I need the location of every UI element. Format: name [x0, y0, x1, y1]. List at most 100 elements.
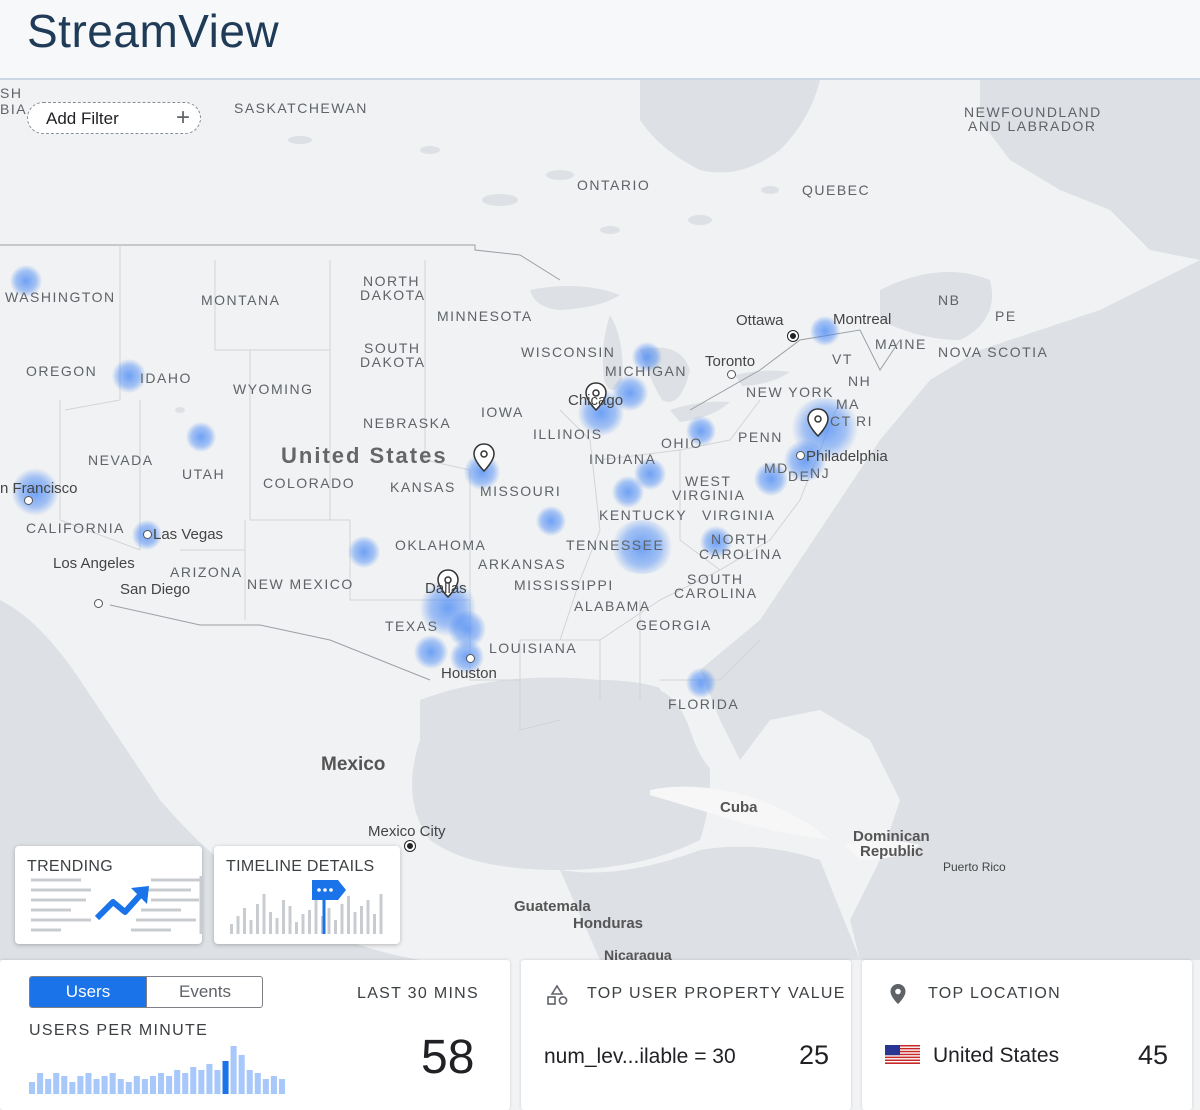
users-events-toggle[interactable]: Users Events [29, 976, 263, 1008]
map-label-west-virginia: WEST [685, 473, 732, 489]
map-label-md: MD [764, 460, 789, 476]
users-per-minute-bar[interactable] [61, 1076, 68, 1094]
users-per-minute-bar[interactable] [198, 1070, 205, 1094]
users-per-minute-bar[interactable] [238, 1055, 245, 1094]
heat-texas-3 [414, 635, 448, 669]
heat-washington [10, 265, 42, 297]
users-per-minute-bar[interactable] [85, 1073, 92, 1094]
location-pin-icon[interactable] [585, 382, 607, 412]
map-label-north-carolina: NORTH [711, 531, 769, 547]
heat-missouri-east [536, 506, 566, 536]
users-per-minute-bar[interactable] [230, 1046, 237, 1094]
map-label-north-carolina-2: CAROLINA [699, 546, 783, 562]
users-per-minute-bar[interactable] [125, 1082, 132, 1094]
map-label-california: CALIFORNIA [26, 520, 126, 536]
heat-montreal [810, 316, 840, 346]
top-location-panel [862, 960, 1192, 1110]
heat-michigan-2 [612, 375, 648, 411]
city-dot-las-vegas [143, 530, 152, 539]
heat-tennessee [610, 520, 674, 574]
map-label-mexico-city: Mexico City [368, 823, 446, 840]
users-per-minute-bar[interactable] [182, 1073, 189, 1094]
city-dot-ottawa [788, 331, 798, 341]
us-flag-icon [885, 1045, 920, 1064]
users-per-minute-bar[interactable] [141, 1079, 148, 1094]
map-label-philadelphia: Philadelphia [806, 448, 888, 465]
map-label-south-dakota: SOUTH [364, 340, 421, 356]
map-label-arizona: ARIZONA [170, 564, 243, 580]
active-users-count: 58 [421, 1031, 475, 1084]
map-label-new-mexico: NEW MEXICO [247, 576, 354, 592]
users-per-minute-bar[interactable] [174, 1070, 181, 1094]
map-label-oklahoma: OKLAHOMA [395, 537, 487, 553]
users-per-minute-bar[interactable] [93, 1079, 100, 1094]
map-label-west-virginia-2: VIRGINIA [672, 487, 746, 503]
users-per-minute-bar[interactable] [246, 1070, 253, 1094]
map-label-virginia: VIRGINIA [702, 507, 776, 523]
users-per-minute-bar[interactable] [77, 1076, 84, 1094]
map-label-las-vegas: Las Vegas [153, 526, 224, 543]
map-label-bia: BIA [0, 101, 28, 117]
app-header: StreamView [0, 0, 1200, 80]
map-label-colorado: COLORADO [263, 475, 356, 491]
map-label-ohio: OHIO [661, 435, 703, 451]
map-label-united-states: United States [281, 443, 448, 468]
map-label-los-angeles: Los Angeles [53, 555, 135, 572]
heat-florida [686, 668, 716, 698]
map-label-labrador: AND LABRADOR [968, 118, 1097, 134]
users-per-minute-chart[interactable] [29, 1046, 289, 1096]
map-label-kentucky: KENTUCKY [599, 507, 688, 523]
heat-idaho [112, 359, 146, 393]
users-per-minute-bar[interactable] [29, 1082, 36, 1094]
users-per-minute-bar[interactable] [222, 1061, 229, 1094]
users-per-minute-bar[interactable] [254, 1073, 261, 1094]
location-pin-icon[interactable] [437, 569, 459, 599]
users-per-minute-bar[interactable] [166, 1076, 173, 1094]
users-per-minute-bar[interactable] [270, 1076, 277, 1094]
heat-san-francisco [12, 468, 58, 516]
toggle-users[interactable]: Users [30, 977, 146, 1007]
toggle-events[interactable]: Events [146, 977, 262, 1007]
users-per-minute-bar[interactable] [206, 1064, 213, 1094]
users-per-minute-bar[interactable] [37, 1073, 44, 1094]
map-label-penn: PENN [738, 429, 783, 445]
users-per-minute-bar[interactable] [158, 1073, 165, 1094]
location-pin-icon[interactable] [473, 443, 495, 473]
map-label-wyoming: WYOMING [233, 381, 314, 397]
add-filter-button[interactable]: Add Filter + [27, 102, 201, 134]
map-label-south-dakota-2: DAKOTA [360, 354, 426, 370]
users-per-minute-bar[interactable] [117, 1079, 124, 1094]
map-label-montana: MONTANA [201, 292, 281, 308]
top-property-panel [521, 960, 851, 1110]
location-pin-icon[interactable] [807, 408, 829, 438]
map-label-vt: VT [832, 351, 853, 367]
users-per-minute-bar[interactable] [262, 1079, 269, 1094]
users-per-minute-bar[interactable] [214, 1070, 221, 1094]
city-dot-mexico-city [405, 841, 415, 851]
users-per-minute-bar[interactable] [278, 1079, 285, 1094]
map-label-idaho: IDAHO [140, 370, 192, 386]
city-dot-toronto [727, 370, 736, 379]
map-label-dominican: Dominican [853, 828, 930, 845]
timeline-details-card[interactable]: TIMELINE DETAILS [214, 846, 400, 944]
users-per-minute-bar[interactable] [53, 1073, 60, 1094]
users-per-minute-bar[interactable] [109, 1073, 116, 1094]
trending-card[interactable]: TRENDING [15, 846, 203, 944]
top-location-title: TOP LOCATION [928, 985, 1061, 1002]
heat-ohio [686, 416, 716, 446]
users-per-minute-bar[interactable] [101, 1076, 108, 1094]
heat-maryland [754, 462, 788, 496]
realtime-map[interactable]: SH BIA SASKATCHEWAN NEWFOUNDLAND AND LAB… [0, 80, 1200, 960]
map-label-san-diego: San Diego [120, 581, 191, 598]
users-per-minute-bar[interactable] [190, 1067, 197, 1094]
map-label-illinois: ILLINOIS [533, 426, 603, 442]
last-30-mins-label: LAST 30 MINS [357, 985, 480, 1002]
map-label-south-carolina: SOUTH [687, 571, 744, 587]
top-location-value: United States [933, 1044, 1060, 1067]
map-label-guatemala: Guatemala [514, 898, 591, 915]
users-per-minute-bar[interactable] [69, 1082, 76, 1094]
users-per-minute-bar[interactable] [133, 1076, 140, 1094]
map-label-ontario: ONTARIO [577, 177, 651, 193]
users-per-minute-bar[interactable] [149, 1076, 156, 1094]
users-per-minute-bar[interactable] [45, 1079, 52, 1094]
